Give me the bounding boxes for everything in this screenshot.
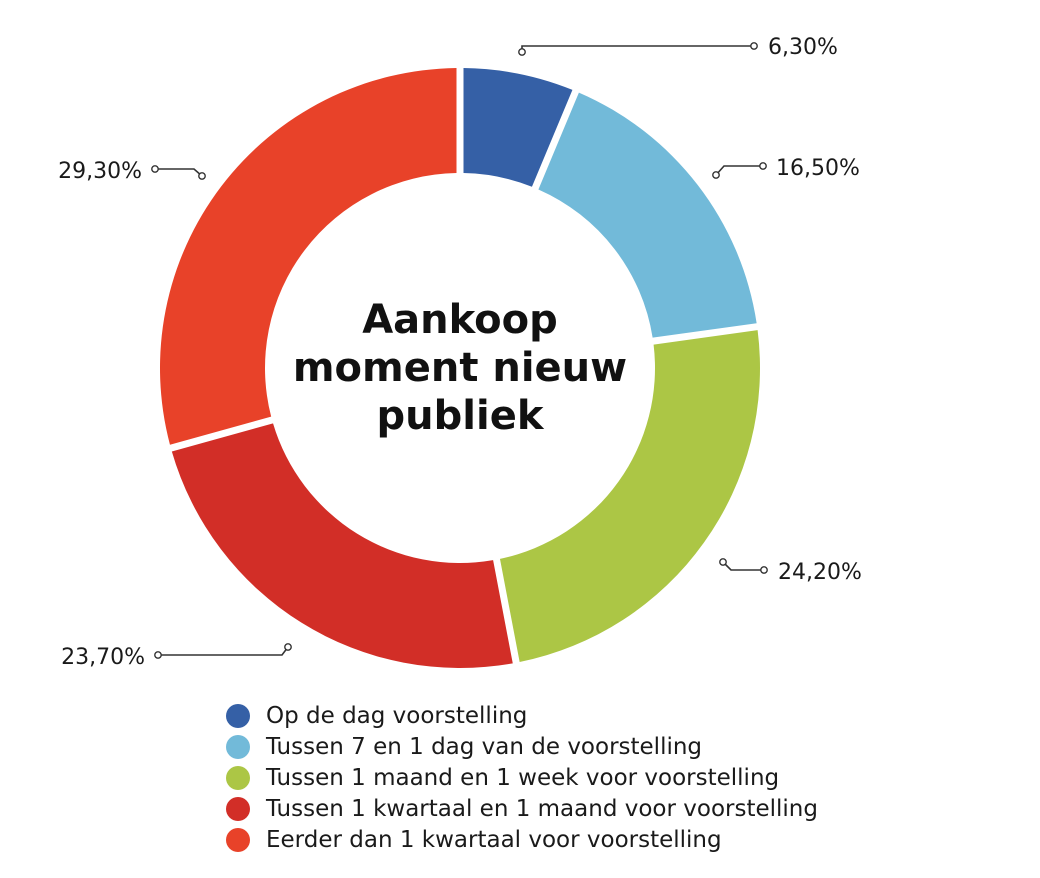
chart-title-line-3: publiek <box>376 393 544 439</box>
legend-label: Tussen 7 en 1 dag van de voorstelling <box>266 733 703 760</box>
donut-slice <box>499 330 760 663</box>
legend-swatch <box>226 734 250 759</box>
legend-item: Tussen 1 maand en 1 week voor voorstelli… <box>226 762 818 793</box>
leader-dot <box>198 172 206 180</box>
chart-title-line-1: Aankoop <box>362 297 558 343</box>
donut-slices <box>160 68 760 668</box>
donut-slice <box>171 423 513 668</box>
chart-title-line-2: moment nieuw <box>292 345 628 391</box>
leader-dot <box>151 165 159 173</box>
legend-item: Tussen 7 en 1 dag van de voorstelling <box>226 731 818 762</box>
value-label: 29,30% <box>58 159 142 184</box>
legend-label: Eerder dan 1 kwartaal voor voorstelling <box>266 826 722 853</box>
legend-label: Tussen 1 kwartaal en 1 maand voor voorst… <box>266 795 818 822</box>
legend-label: Tussen 1 maand en 1 week voor voorstelli… <box>266 764 780 791</box>
leader-dot <box>712 171 720 179</box>
donut-slice <box>160 68 457 445</box>
legend-item: Op de dag voorstelling <box>226 700 818 731</box>
legend-swatch <box>226 765 250 790</box>
leader-dot <box>760 566 768 574</box>
leader-dot <box>719 558 727 566</box>
legend-swatch <box>226 796 250 821</box>
leader-line <box>715 165 763 176</box>
donut-slice <box>538 92 757 338</box>
value-label: 23,70% <box>61 645 145 670</box>
legend-swatch <box>226 703 250 728</box>
leader-dot <box>154 651 162 659</box>
donut-slice <box>463 68 573 187</box>
leader-line <box>722 561 764 571</box>
legend-swatch <box>226 827 250 852</box>
leader-line <box>158 646 289 656</box>
leader-dot <box>284 643 292 651</box>
leader-dot <box>759 162 767 170</box>
value-label: 6,30% <box>768 35 838 60</box>
value-label-leaders <box>151 42 768 659</box>
leader-line <box>155 168 203 177</box>
legend-item: Eerder dan 1 kwartaal voor voorstelling <box>226 824 818 855</box>
legend-item: Tussen 1 kwartaal en 1 maand voor voorst… <box>226 793 818 824</box>
legend: Op de dag voorstelling Tussen 7 en 1 dag… <box>226 700 818 855</box>
value-label: 16,50% <box>776 156 860 181</box>
leader-dot <box>518 48 526 56</box>
leader-line <box>521 45 754 52</box>
legend-label: Op de dag voorstelling <box>266 702 528 729</box>
chart-title: Aankoop moment nieuw publiek <box>250 296 670 440</box>
value-labels: 6,30% 16,50% 24,20% 23,70% 29,30% <box>58 35 862 670</box>
value-label: 24,20% <box>778 560 862 585</box>
leader-dot <box>750 42 758 50</box>
